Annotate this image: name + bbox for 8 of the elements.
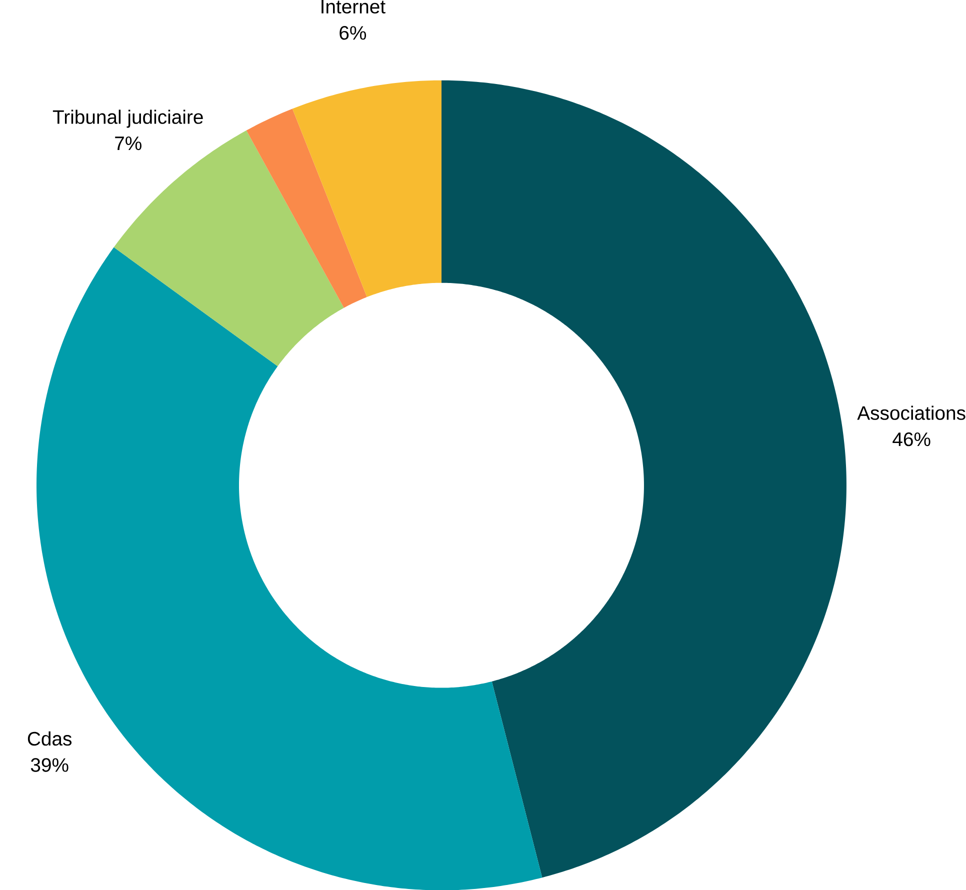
data-label: 7% bbox=[115, 136, 142, 150]
slice-label: Associations bbox=[857, 406, 966, 420]
data-label: 46% bbox=[892, 432, 930, 446]
slice-label: Tribunal judiciaire bbox=[52, 110, 203, 128]
slice-label: Cdas bbox=[28, 731, 72, 746]
data-label: 39% bbox=[30, 758, 68, 772]
slice-label: Internet bbox=[322, 0, 386, 14]
data-label: 6% bbox=[340, 26, 366, 40]
